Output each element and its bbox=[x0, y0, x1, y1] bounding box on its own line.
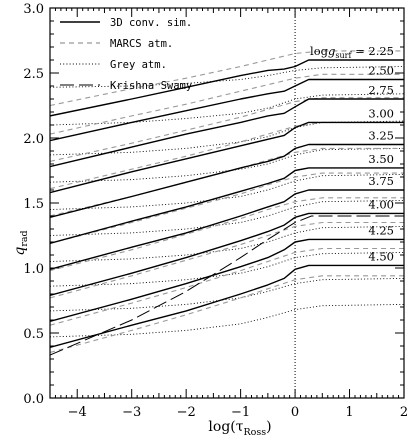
x-tick-label: −4 bbox=[68, 405, 87, 420]
3d-sim-line-3 bbox=[50, 121, 404, 194]
legend-label-3d-sim: 3D conv. sim. bbox=[110, 17, 192, 29]
logg-label-4: 3.25 bbox=[368, 129, 394, 143]
legend: 3D conv. sim. MARCS atm. Grey atm. Krish… bbox=[60, 17, 192, 92]
marcs-atm-line-7 bbox=[50, 221, 404, 299]
marcs-atm-line-6 bbox=[50, 197, 404, 272]
grey-atm-line-9 bbox=[50, 303, 404, 338]
marcs-atm-line-3 bbox=[50, 121, 404, 190]
logg-label-6: 3.75 bbox=[368, 174, 394, 188]
y-tick-label: 1.5 bbox=[23, 197, 44, 212]
3d-sim-line-1 bbox=[50, 78, 404, 142]
3d-sim-line-6 bbox=[50, 189, 404, 270]
logg-label-1: 2.50 bbox=[368, 64, 394, 78]
logg-label-0: loggsurf = 2.25 bbox=[310, 44, 394, 60]
marcs-atm-line-4 bbox=[50, 147, 404, 217]
y-tick-label: 0.5 bbox=[23, 327, 44, 342]
x-tick-label: −1 bbox=[231, 405, 250, 420]
x-tick-label: 0 bbox=[291, 405, 299, 420]
marcs-atm-line-9 bbox=[50, 275, 404, 354]
grey-atm-line-6 bbox=[50, 225, 404, 262]
x-tick-label: −3 bbox=[122, 405, 141, 420]
plot-area: loggsurf = 2.25 2.50 2.75 3.00 3.25 3.50 3.75 4… bbox=[50, 8, 404, 398]
x-axis-label: log(τRoss) bbox=[208, 419, 271, 438]
logg-label-9: 4.50 bbox=[368, 249, 394, 263]
y-tick-label: 2.5 bbox=[23, 67, 44, 82]
logg-label-7: 4.00 bbox=[368, 197, 394, 211]
3d-sim-line-2 bbox=[50, 98, 404, 168]
marcs-atm-line-5 bbox=[50, 172, 404, 244]
3d-sim-line-7 bbox=[50, 212, 404, 296]
krishna-swamy-line bbox=[50, 215, 404, 356]
x-tick-label: 2 bbox=[400, 405, 408, 420]
3d-sim-line-9 bbox=[50, 264, 404, 348]
3d-sim-line-8 bbox=[50, 238, 404, 322]
3d-sim-line-4 bbox=[50, 143, 404, 218]
legend-label-grey: Grey atm. bbox=[110, 59, 167, 71]
3d-sim-line-5 bbox=[50, 167, 404, 244]
legend-label-marcs: MARCS atm. bbox=[110, 38, 173, 50]
marcs-atm-line-1 bbox=[50, 73, 404, 135]
axes: −4 −3 −2 −1 0 1 2 0.0 0.5 1.0 1.5 2.0 2.5 3.0 bbox=[23, 2, 408, 420]
marcs-atm-line-0 bbox=[50, 50, 404, 107]
x-tick-label: −2 bbox=[177, 405, 196, 420]
marcs-atm-line-2 bbox=[50, 97, 404, 162]
grey-atm-line-1 bbox=[50, 93, 404, 126]
legend-label-krishna-swamy: Krishna Swamy bbox=[110, 80, 192, 92]
logg-label-2: 2.75 bbox=[368, 83, 394, 97]
x-tick-label: 1 bbox=[345, 405, 353, 420]
grey-atm-line-7 bbox=[50, 251, 404, 287]
y-tick-label: 3.0 bbox=[23, 2, 44, 17]
y-tick-label: 0.0 bbox=[23, 392, 44, 407]
logg-label-8: 4.25 bbox=[368, 223, 394, 237]
grey-atm-line-2 bbox=[50, 120, 404, 156]
grey-atm-line-3 bbox=[50, 147, 404, 183]
y-tick-label: 1.0 bbox=[23, 262, 44, 277]
logg-label-5: 3.50 bbox=[368, 152, 394, 166]
grey-atm-line-5 bbox=[50, 199, 404, 236]
y-tick-label: 2.0 bbox=[23, 132, 44, 147]
grey-atm-line-8 bbox=[50, 277, 404, 312]
y-axis-label: qrad bbox=[12, 230, 30, 255]
grey-atm-line-0 bbox=[50, 66, 404, 88]
grey-atm-line-4 bbox=[50, 173, 404, 210]
3d-sim-line-0 bbox=[50, 59, 404, 117]
marcs-atm-line-8 bbox=[50, 247, 404, 326]
logg-label-3: 3.00 bbox=[368, 106, 394, 120]
